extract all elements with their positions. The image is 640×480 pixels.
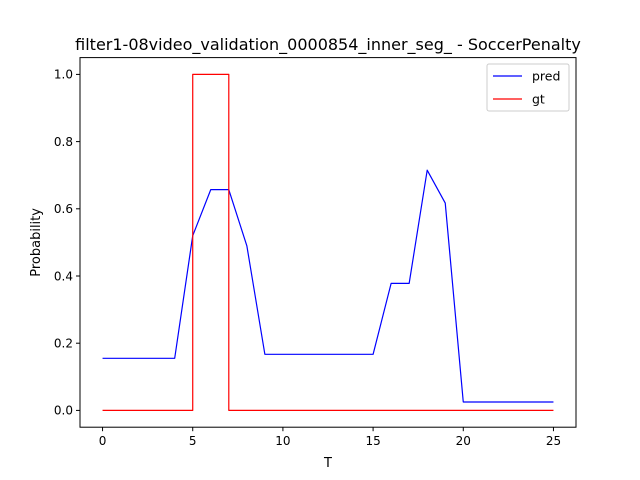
- x-tick-label: 10: [275, 434, 290, 448]
- y-tick-label: 0.4: [54, 269, 73, 283]
- plot-frame: [79, 57, 577, 428]
- y-tick-label: 0.0: [54, 404, 73, 418]
- x-tick-label: 25: [546, 434, 561, 448]
- x-tick-label: 5: [189, 434, 197, 448]
- plot-area: [102, 73, 554, 411]
- series-line-gt: [102, 73, 554, 411]
- legend: pred gt: [486, 63, 570, 112]
- x-tick-label: 20: [456, 434, 471, 448]
- x-tick-label: 0: [99, 434, 107, 448]
- y-tick-label: 0.2: [54, 337, 73, 351]
- y-axis-label: Probability: [29, 208, 44, 277]
- y-tick-label: 0.8: [54, 135, 73, 149]
- chart-title: filter1-08video_validation_0000854_inner…: [75, 35, 581, 55]
- x-axis-label: T: [323, 456, 332, 471]
- y-tick-label: 0.6: [54, 202, 73, 216]
- legend-label-gt: gt: [532, 92, 545, 107]
- axis-ticks: 0 5 10 15 20 25 0.0 0.2 0.4 0.6 0.8 1.0: [54, 68, 561, 449]
- legend-label-pred: pred: [532, 69, 560, 84]
- x-tick-label: 15: [365, 434, 380, 448]
- y-tick-label: 1.0: [54, 68, 73, 82]
- series-line-pred: [102, 169, 554, 403]
